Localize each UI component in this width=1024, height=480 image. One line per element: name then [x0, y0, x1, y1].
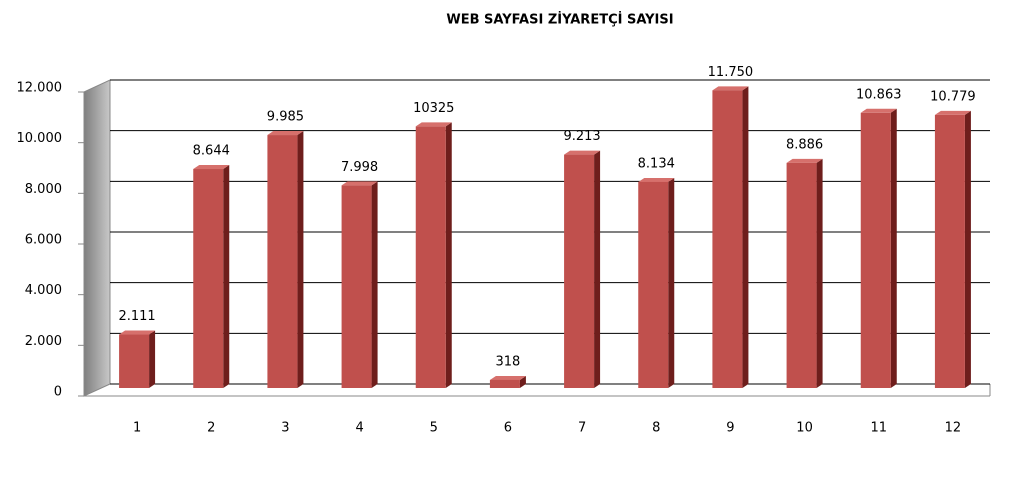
data-label: 9.213	[563, 129, 600, 144]
data-label: 10325	[413, 101, 454, 116]
bar	[860, 112, 891, 388]
data-label: 10.779	[930, 89, 976, 104]
bar-side	[816, 158, 823, 388]
data-label: 318	[496, 354, 521, 369]
x-tick-label: 6	[504, 421, 512, 436]
bar-side	[223, 165, 230, 388]
data-label: 9.985	[267, 110, 304, 125]
bar	[638, 181, 669, 388]
data-label: 8.644	[193, 144, 230, 159]
bar	[786, 162, 817, 388]
bar	[341, 185, 372, 388]
data-label: 2.111	[118, 309, 155, 324]
bar	[712, 90, 743, 388]
y-tick-label: 4.000	[25, 283, 62, 298]
y-tick-label: 6.000	[25, 233, 62, 248]
bar-side	[890, 108, 897, 388]
bar-side	[742, 86, 749, 388]
x-tick-label: 5	[430, 421, 438, 436]
x-tick-label: 9	[726, 421, 734, 436]
x-tick-label: 10	[796, 421, 813, 436]
data-label: 8.134	[638, 156, 675, 171]
bar-side	[149, 330, 156, 388]
side-wall	[83, 79, 111, 397]
x-tick-label: 7	[578, 421, 586, 436]
y-tick-label: 2.000	[25, 334, 62, 349]
bar-top	[267, 131, 304, 136]
bar	[193, 169, 224, 388]
x-tick-label: 3	[281, 421, 289, 436]
bar-side	[371, 181, 378, 388]
y-tick-label: 8.000	[25, 182, 62, 197]
data-label: 7.998	[341, 160, 378, 175]
x-tick-label: 12	[945, 421, 962, 436]
bar-side	[594, 150, 601, 388]
bar	[489, 379, 520, 388]
y-tick-label: 10.000	[17, 131, 63, 146]
bar	[415, 126, 446, 388]
bar-side	[668, 177, 675, 388]
bar-side	[297, 131, 304, 388]
data-label: 10.863	[856, 87, 902, 102]
bar-top	[860, 108, 897, 113]
x-tick-label: 2	[207, 421, 215, 436]
data-label: 8.886	[786, 137, 823, 152]
bar	[934, 114, 965, 388]
x-tick-label: 11	[870, 421, 887, 436]
bar-top	[341, 181, 378, 186]
bar-top	[638, 177, 675, 182]
bar-top	[193, 165, 230, 170]
bar-top	[415, 122, 452, 127]
x-tick-label: 1	[133, 421, 141, 436]
chart-title: WEB SAYFASI ZİYARETÇİ SAYISI	[446, 12, 673, 28]
y-tick-label: 0	[54, 385, 62, 400]
y-tick-label: 12.000	[17, 81, 63, 96]
bar-top	[119, 330, 156, 335]
bar	[119, 334, 150, 388]
data-label: 11.750	[708, 65, 754, 80]
bar-top	[564, 150, 601, 155]
bar	[267, 135, 298, 388]
x-tick-label: 8	[652, 421, 660, 436]
bar-side	[445, 122, 452, 388]
bar-top	[489, 375, 526, 380]
x-tick-label: 4	[355, 421, 363, 436]
bar-top	[934, 110, 971, 115]
bar-side	[964, 110, 971, 388]
bar-side	[519, 375, 526, 388]
bar-top	[786, 158, 823, 163]
bar-top	[712, 86, 749, 91]
bar	[564, 154, 595, 388]
